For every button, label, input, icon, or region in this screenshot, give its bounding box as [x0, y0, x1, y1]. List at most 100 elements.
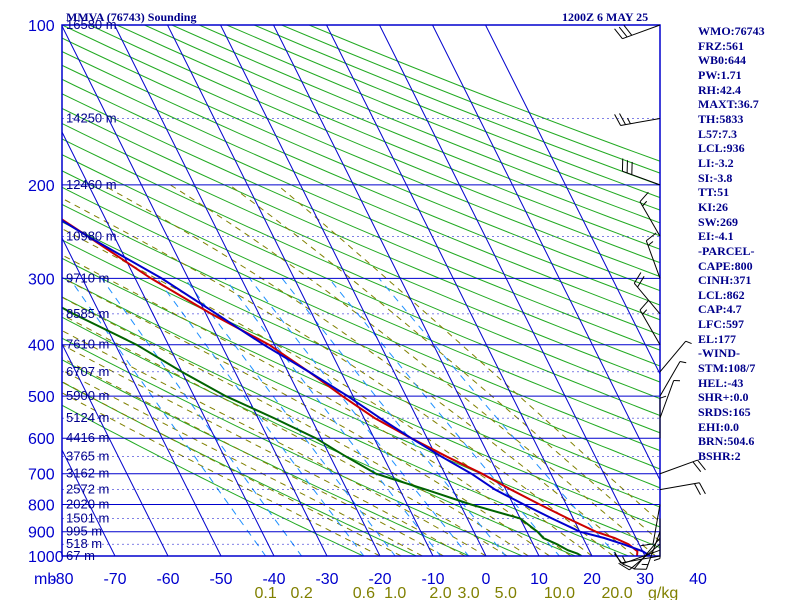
isotherm [113, 25, 381, 556]
moist-adiabat [62, 197, 614, 556]
wind-barb-flag [640, 543, 654, 547]
dry-adiabat [62, 296, 630, 556]
wind-barb-staff [645, 240, 661, 279]
wind-barb-flag [614, 553, 623, 565]
wind-barb [659, 380, 681, 419]
stat-item: -WIND- [698, 346, 740, 361]
temperature-tick-label: 30 [636, 571, 654, 588]
mixing-ratio-line [249, 278, 470, 556]
wind-barb-flag [614, 114, 622, 126]
temperature-tick-label: -10 [421, 571, 444, 588]
temperature-tick-label: -30 [315, 571, 338, 588]
isotherm [62, 236, 222, 556]
temperature-tick-label: -70 [103, 571, 126, 588]
wind-barb-flag [639, 300, 649, 311]
pressure-tick-label: 500 [28, 389, 55, 406]
stat-item: FRZ:561 [698, 38, 744, 53]
stat-item: BSHR:2 [698, 449, 741, 464]
wind-barb-flag [698, 482, 706, 495]
height-label: 5900 m [66, 388, 109, 403]
dry-adiabat [62, 51, 660, 306]
height-label: 1501 m [66, 511, 109, 526]
temperature-tick-label: -60 [156, 571, 179, 588]
height-label: 10980 m [66, 228, 117, 243]
wind-barb [640, 504, 661, 547]
wind-barb-half [642, 200, 648, 207]
stat-item: LI:-3.2 [698, 155, 734, 170]
height-label: 2572 m [66, 482, 109, 497]
dry-adiabat [62, 404, 365, 556]
stat-item: SHR+:0.0 [698, 390, 749, 405]
dry-adiabat [62, 203, 660, 470]
pressure-tick-label: 400 [28, 338, 55, 355]
wind-barb-flag [619, 113, 626, 125]
dry-adiabat [62, 25, 660, 278]
dry-adiabat [62, 257, 660, 528]
stat-item: HEL:-43 [698, 375, 744, 390]
height-label: 14250 m [66, 111, 117, 126]
stat-item: TT:51 [698, 185, 730, 200]
height-label: 8585 m [66, 306, 109, 321]
pressure-tick-label: 200 [28, 178, 55, 195]
mixing-ratio-label: 3.0 [457, 585, 479, 600]
dry-adiabat [116, 25, 660, 250]
height-label: 518 m [66, 536, 102, 551]
pressure-tick-label: 700 [28, 467, 55, 484]
dry-adiabat [62, 93, 660, 351]
dry-adiabat [62, 154, 660, 417]
isotherm [166, 25, 434, 556]
isotherm [325, 25, 593, 556]
dry-adiabat [62, 64, 660, 321]
isotherm [62, 342, 169, 556]
stat-item: EL:177 [698, 331, 737, 346]
wind-barb-flag [646, 232, 657, 242]
stat-item: RH:42.4 [698, 82, 741, 97]
pressure-tick-label: 900 [28, 525, 55, 542]
wind-barb-flag [637, 276, 645, 288]
stat-item: LCL:862 [698, 287, 745, 302]
height-label: 6707 m [66, 364, 109, 379]
height-label: 995 m [66, 524, 102, 539]
isotherm [62, 25, 328, 556]
isotherm [62, 130, 275, 556]
moist-adiabat [62, 296, 529, 556]
mixing-ratio-line [184, 278, 396, 556]
wind-barb-flag [692, 461, 702, 472]
isotherm [272, 25, 540, 556]
moist-adiabat [62, 392, 381, 556]
wind-barb-staff [639, 309, 661, 345]
wind-barb-flag [639, 191, 649, 202]
pressure-tick-label: 100 [28, 18, 55, 35]
stat-item: CAPE:800 [698, 258, 753, 273]
stat-item: WMO:76743 [698, 24, 765, 38]
pressure-tick-label: 800 [28, 498, 55, 515]
stat-item: CINH:371 [698, 273, 752, 288]
moist-adiabat [62, 344, 466, 556]
dry-adiabat [62, 359, 471, 556]
moist-adiabat [62, 381, 402, 556]
temperature-tick-label: -80 [50, 571, 73, 588]
wind-barb-staff [659, 380, 675, 419]
dry-adiabat [62, 239, 660, 508]
isotherm [431, 25, 660, 482]
isotherm [219, 25, 487, 556]
wind-barb [614, 113, 661, 126]
wind-barb-half [679, 361, 687, 364]
stat-item: BRN:504.6 [698, 434, 755, 449]
wind-barb [659, 459, 706, 475]
stat-item: PW:1.71 [698, 67, 742, 82]
height-label: 9710 m [66, 270, 109, 285]
mixing-ratio-label: 0.1 [255, 585, 277, 600]
wind-barb-staff [659, 361, 681, 397]
wind-barb [639, 191, 661, 237]
stat-item: LFC:597 [698, 317, 744, 332]
mixing-ratio-line [224, 278, 442, 556]
wind-barb-staff [622, 549, 661, 565]
mixing-ratio-line [328, 278, 561, 556]
wind-barb [622, 537, 661, 570]
stat-item: STM:108/7 [698, 361, 756, 376]
height-label: 3162 m [66, 466, 109, 481]
mixing-ratio-line [281, 278, 507, 556]
mixing-ratio-label: 1.0 [384, 585, 406, 600]
